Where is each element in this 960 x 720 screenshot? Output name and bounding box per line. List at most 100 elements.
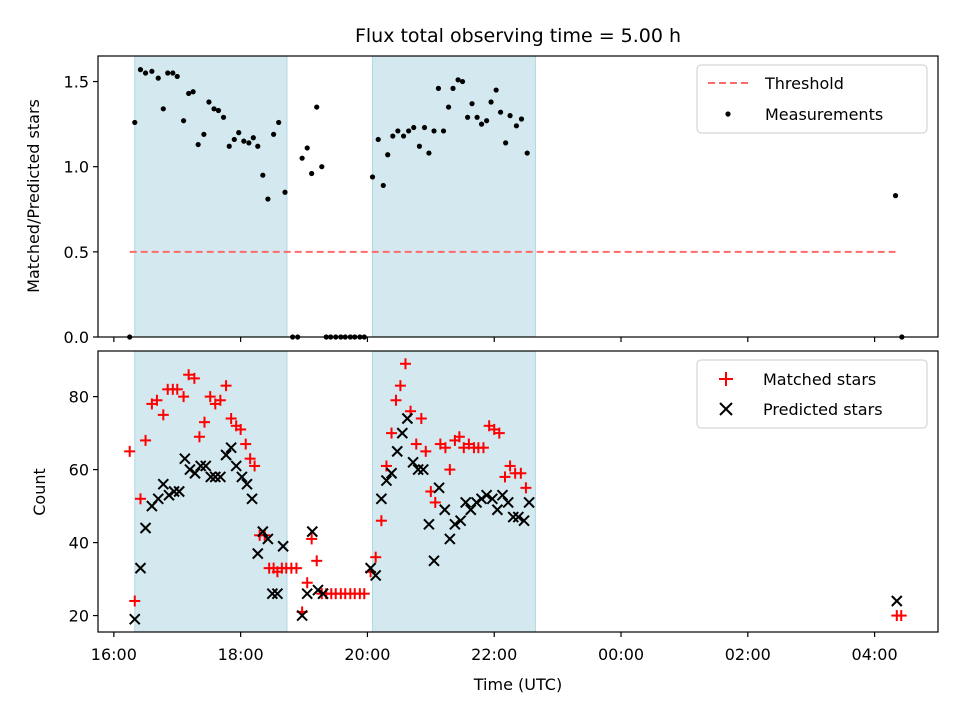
top-y-ticks: 0.0 0.5 1.0 1.5 [64,73,98,347]
matched-star-point [124,445,136,457]
bottom-x-ticks: 16:00 18:00 20:00 22:00 00:00 02:00 04:00 [91,632,898,664]
predicted-star-point [236,471,248,483]
matched-star-point [429,496,441,508]
measurement-point [220,114,227,120]
measurement-point [484,118,490,124]
predicted-star-point [486,493,499,505]
predicted-star-point [209,471,221,483]
measurement-point [271,131,277,137]
measurement-point [380,182,386,189]
matched-star-point [410,438,422,450]
measurement-point [431,128,437,134]
measurement-point [513,123,520,129]
matched-star-point [244,453,256,465]
matched-star-point [240,438,252,450]
matched-star-point [444,464,456,476]
x-tick-label: 04:00 [852,645,898,664]
measurement-point [165,70,171,76]
measurement-point [190,89,196,95]
predicted-star-point [262,533,274,545]
measurement-point [276,119,282,126]
predicted-star-point [375,493,388,505]
matched-star-point [375,515,387,527]
predicted-star-point [439,504,451,516]
measurements-legend-swatch [725,111,731,117]
predicted-star-point [412,463,424,476]
measurement-point [474,114,480,120]
measurement-point [260,172,266,178]
matched-star-point [301,577,313,589]
measurement-point [459,78,466,85]
matched-star-point [493,427,505,439]
matched-star-point [386,427,398,439]
measurement-point [435,85,442,91]
predicted-star-point [246,493,258,505]
ratio-panel: 0.0 0.5 1.0 1.5 Flux total observing time =… [24,25,939,347]
predicted-star-point [301,587,313,600]
predicted-star-point [230,460,242,472]
predicted-star-point [465,504,477,516]
predicted-star-point [444,533,456,545]
matched-legend-swatch [719,372,733,386]
observing-window-2 [372,55,536,338]
predicted-star-point [296,609,308,622]
y-tick-label: 60 [69,461,89,480]
measurement-point [137,67,144,73]
top-legend-box [696,64,928,134]
matched-star-point [140,434,152,446]
matched-star-point [520,482,532,494]
predicted-star-point [241,478,253,490]
matched-star-point [399,358,411,370]
x-tick-label: 16:00 [91,645,137,664]
measurement-point [395,128,401,134]
measurement-point [174,73,180,80]
predicted-star-point [134,562,147,574]
predicted-star-point [129,613,141,625]
predicted-star-point [168,485,180,498]
matched-star-point [129,595,141,607]
measurement-point [440,128,447,134]
top-x-ticks [113,337,876,342]
measurement-point [170,70,176,76]
measurement-point [265,196,271,202]
matched-star-point [225,413,237,425]
measurement-point [160,106,166,112]
predicted-star-point [184,463,196,476]
matched-star-point [178,391,190,403]
predicted-star-point [428,555,440,567]
matched-star-point [151,394,163,406]
measurement-point [215,107,222,114]
measurement-point [236,130,242,136]
measurement-point [478,121,485,127]
threshold-legend-label: Threshold [764,74,844,93]
predicted-star-point [391,445,403,458]
y-tick-label: 80 [69,388,89,407]
predicted-star-point [163,489,175,501]
count-panel: 20 40 60 80 16:00 18:00 20:00 22:00 00:00 02:00 0… [30,350,939,694]
measurement-point [142,70,149,76]
measurement-point [201,131,207,137]
measurement-point [211,106,217,112]
y-tick-label: 40 [69,534,89,553]
measurement-point [445,104,452,110]
matched-star-point [157,409,169,421]
predicted-star-point [139,522,152,534]
observing-window-2 [372,350,536,633]
bottom-y-ticks: 20 40 60 80 [69,388,98,626]
predicted-star-point [496,489,509,501]
measurements-legend-label: Measurements [765,105,883,124]
predicted-star-point [470,496,483,509]
predicted-star-point [475,493,488,505]
predicted-star-point [502,496,514,509]
measurement-point [518,116,525,122]
measurement-point [455,77,461,83]
predicted-star-point [380,474,393,487]
measurement-point [406,128,412,134]
matched-star-point [311,555,323,567]
measurement-point [524,150,530,156]
y-tick-label: 20 [69,607,89,626]
predicted-star-point [306,525,318,538]
predicted-legend-label: Predicted stars [763,400,883,419]
predicted-star-point [454,514,467,527]
